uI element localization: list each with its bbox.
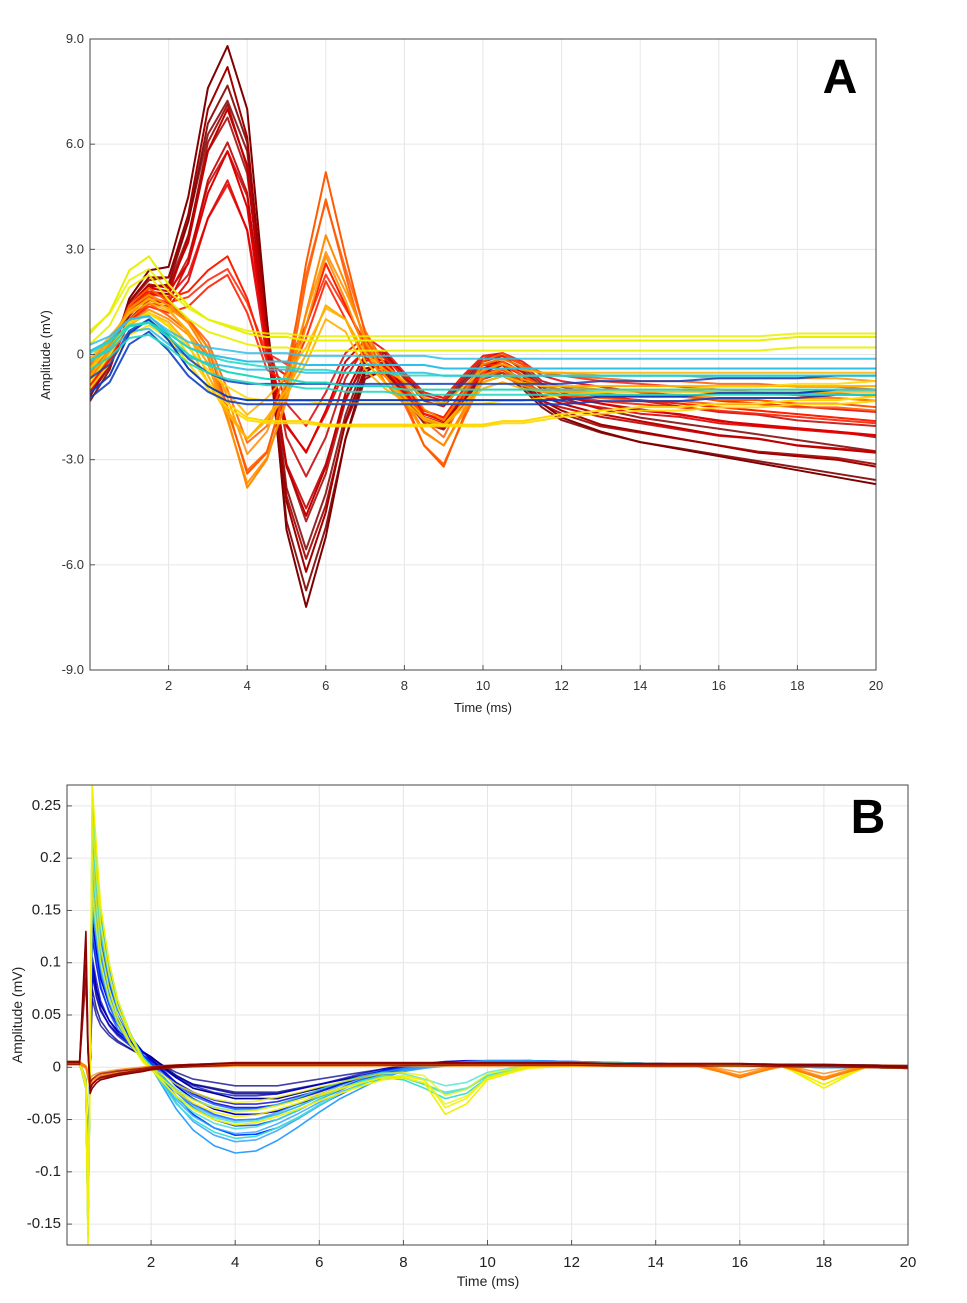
chart-panel-b: 2 4 6 8 10 12 14 16 18 20 0.25 0.2 0.15 0.1 0.05 0 -0.05…: [0, 745, 967, 1298]
a-series-line-trace-04-variant-1: [90, 179, 876, 453]
a-y-tick-label: 6.0: [66, 136, 84, 151]
b-x-tick-label: 4: [231, 1254, 239, 1271]
b-y-tick-label: -0.15: [27, 1215, 61, 1232]
a-x-tick-label: 14: [633, 678, 647, 693]
b-y-tick-label: 0.1: [40, 954, 61, 971]
b-x-tick-label: 6: [315, 1254, 323, 1271]
a-series-line-trace-10-variant-2: [90, 268, 876, 338]
b-y-tick-label: -0.05: [27, 1111, 61, 1128]
a-series-line-trace-13: [90, 321, 876, 391]
panel-letter-b: B: [851, 791, 886, 844]
chart-b-axes: 2 4 6 8 10 12 14 16 18 20 0.25 0.2 0.15 0.1 0.05 0 -0.05…: [27, 784, 917, 1271]
a-x-tick-label: 10: [476, 678, 490, 693]
a-y-tick-label: 3.0: [66, 241, 84, 256]
b-x-tick-label: 12: [563, 1254, 580, 1271]
a-x-tick-label: 12: [554, 678, 568, 693]
chart-b-x-axis-label: Time (ms): [457, 1273, 519, 1289]
chart-a-axes: 2 4 6 8 10 12 14 16 18 20 9.0 6.0 3.0 0 -3.0 -6.0 -9.0: [62, 31, 884, 693]
b-y-tick-label: 0.25: [32, 797, 61, 814]
a-y-tick-label: -3.0: [62, 452, 84, 467]
a-x-tick-label: 6: [322, 678, 329, 693]
a-y-tick-label: -6.0: [62, 557, 84, 572]
b-x-tick-label: 16: [731, 1254, 748, 1271]
chart-b-y-axis-label: Amplitude (mV): [9, 967, 25, 1063]
a-series-line-trace-10: [90, 255, 876, 342]
b-x-tick-label: 20: [900, 1254, 917, 1271]
b-y-tick-label: 0.2: [40, 849, 61, 866]
a-y-tick-label: 9.0: [66, 31, 84, 46]
chart-a-series-group: [90, 45, 876, 608]
b-axes-box: [66, 784, 909, 1246]
a-series-line-trace-11-variant-2: [90, 315, 876, 360]
b-x-tick-label: 14: [647, 1254, 664, 1271]
a-series-line-trace-04: [90, 150, 876, 454]
chart-a-x-axis-label: Time (ms): [454, 700, 512, 715]
b-y-tick-label: -0.1: [35, 1163, 61, 1180]
chart-b-series-group: [67, 785, 908, 1245]
b-x-tick-label: 10: [479, 1254, 496, 1271]
chart-a-svg: 2 4 6 8 10 12 14 16 18 20 9.0 6.0 3.0 0 -3.0 -6.0 -9.0 A…: [38, 31, 884, 715]
chart-panel-a: 2 4 6 8 10 12 14 16 18 20 9.0 6.0 3.0 0 -3.0 -6.0 -9.0 A…: [38, 31, 884, 715]
a-series-line-trace-12: [90, 318, 876, 402]
b-series-line-trace-08-variant-3: [67, 977, 908, 1084]
b-x-tick-label: 8: [399, 1254, 407, 1271]
a-x-tick-label: 18: [790, 678, 804, 693]
a-axes-box: [89, 38, 877, 671]
a-x-tick-label: 2: [165, 678, 172, 693]
b-y-tick-label: 0: [53, 1058, 61, 1075]
a-series-line-trace-08-variant-2: [90, 301, 876, 416]
a-series-line-trace-13-variant-1: [90, 333, 876, 396]
b-y-tick-label: 0.15: [32, 901, 61, 918]
a-series-line-trace-12-variant-1: [90, 330, 876, 406]
a-series-line-trace-09-variant-1: [90, 324, 876, 428]
panel-letter-a: A: [823, 51, 858, 104]
b-x-tick-label: 2: [147, 1254, 155, 1271]
a-series-line-trace-08: [90, 297, 876, 440]
a-x-tick-label: 8: [401, 678, 408, 693]
a-series-line-trace-10-variant-1: [90, 273, 876, 352]
a-x-tick-label: 4: [244, 678, 251, 693]
b-series-line-trace-08-variant-2: [67, 964, 908, 1089]
a-y-tick-label: 0: [77, 347, 84, 362]
a-y-tick-label: -9.0: [62, 662, 84, 677]
a-x-tick-label: 20: [869, 678, 883, 693]
a-series-line-trace-13-variant-2: [90, 321, 876, 377]
a-x-tick-label: 16: [712, 678, 726, 693]
chart-b-grid: [67, 785, 909, 1245]
b-y-tick-label: 0.05: [32, 1006, 61, 1023]
chart-b-svg: 2 4 6 8 10 12 14 16 18 20 0.25 0.2 0.15 0.1 0.05 0 -0.05…: [9, 784, 917, 1289]
chart-a-y-axis-label: Amplitude (mV): [38, 310, 53, 400]
b-x-tick-label: 18: [816, 1254, 833, 1271]
a-series-line-trace-12-variant-2: [90, 318, 876, 385]
